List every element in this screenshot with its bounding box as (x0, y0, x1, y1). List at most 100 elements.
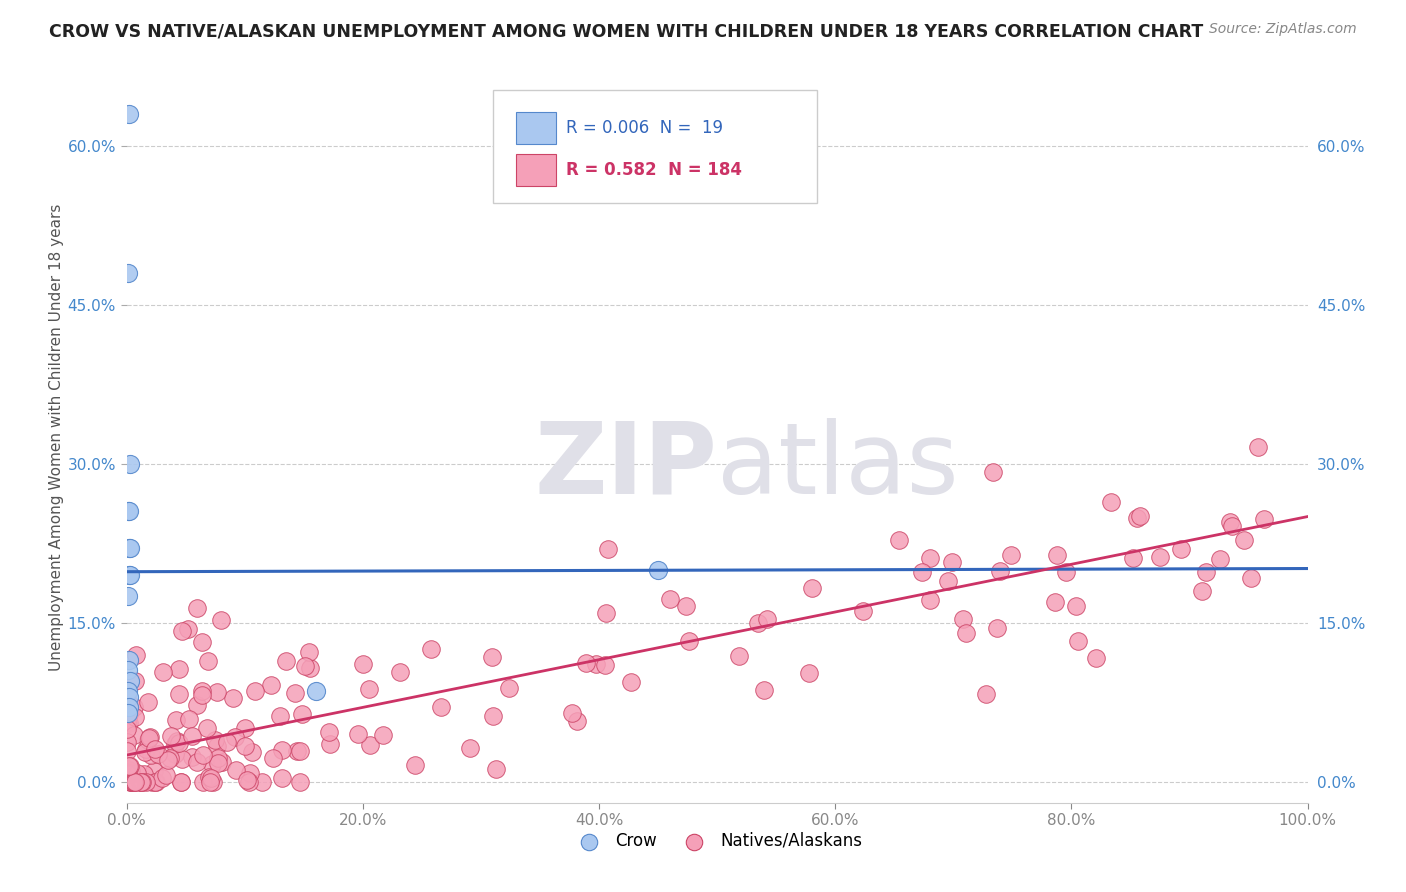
Point (145, 774, 167, 789)
Point (155, 768, 177, 782)
Point (675, 599, 697, 613)
Point (143, 764, 166, 778)
Point (181, 730, 204, 744)
Point (118, 690, 141, 704)
Point (143, 774, 166, 789)
Point (284, 686, 307, 700)
Point (952, 612, 974, 626)
Point (202, 774, 225, 789)
Point (1099, 495, 1122, 509)
Point (983, 466, 1005, 480)
Point (117, 266, 139, 280)
Point (136, 733, 159, 747)
Point (115, 762, 138, 776)
Point (240, 745, 263, 759)
Point (359, 738, 381, 752)
Point (911, 566, 934, 580)
Point (134, 745, 156, 759)
Point (146, 747, 169, 762)
Point (193, 747, 215, 762)
Point (165, 737, 187, 751)
Point (128, 774, 150, 789)
Text: R = 0.582  N = 184: R = 0.582 N = 184 (565, 161, 742, 179)
Point (118, 700, 141, 714)
Point (118, 765, 141, 780)
Point (274, 654, 297, 668)
Point (988, 564, 1011, 578)
Text: CROW VS NATIVE/ALASKAN UNEMPLOYMENT AMONG WOMEN WITH CHILDREN UNDER 18 YEARS COR: CROW VS NATIVE/ALASKAN UNEMPLOYMENT AMON… (49, 22, 1204, 40)
Point (678, 634, 700, 648)
Point (1046, 548, 1069, 562)
Point (115, 722, 138, 736)
Point (1067, 634, 1090, 648)
Point (481, 649, 503, 664)
Point (752, 683, 775, 698)
Point (404, 758, 426, 772)
Point (118, 541, 141, 556)
Point (200, 772, 222, 786)
Point (190, 635, 212, 649)
Point (181, 750, 204, 764)
Point (167, 736, 190, 750)
Point (167, 662, 190, 676)
Point (170, 774, 193, 789)
Point (122, 774, 145, 789)
Point (291, 706, 314, 721)
Point (1054, 565, 1077, 579)
Point (347, 727, 370, 741)
Point (596, 541, 619, 556)
Point (120, 541, 142, 556)
Point (388, 665, 411, 679)
Point (1232, 533, 1254, 548)
Point (259, 678, 281, 692)
FancyBboxPatch shape (516, 112, 557, 144)
Point (1220, 518, 1243, 533)
Point (595, 606, 617, 620)
Point (285, 743, 308, 757)
Point (205, 685, 228, 699)
Point (191, 774, 214, 789)
Point (593, 658, 616, 673)
Point (134, 767, 156, 781)
Point (359, 681, 381, 696)
Point (125, 648, 148, 662)
Point (157, 752, 180, 766)
Point (195, 721, 218, 735)
Text: ZIP: ZIP (534, 417, 717, 515)
Point (190, 683, 212, 698)
Point (121, 774, 143, 789)
Point (169, 687, 191, 701)
Point (976, 687, 998, 701)
Point (118, 759, 141, 773)
Point (129, 774, 152, 789)
Point (233, 739, 256, 753)
Point (122, 774, 145, 789)
Point (118, 759, 141, 773)
Point (198, 774, 221, 789)
Point (1170, 541, 1192, 556)
Point (120, 774, 142, 789)
Point (117, 767, 139, 781)
Point (122, 700, 145, 714)
Point (118, 706, 141, 721)
Point (290, 744, 312, 758)
Point (298, 645, 321, 659)
Point (117, 766, 139, 780)
Point (430, 699, 453, 714)
Point (165, 713, 187, 727)
Point (200, 757, 222, 772)
Point (371, 728, 394, 742)
Point (352, 657, 374, 671)
Point (1064, 599, 1087, 614)
Point (152, 665, 174, 680)
Point (120, 673, 142, 688)
Point (1084, 650, 1107, 665)
Point (318, 724, 340, 739)
Point (170, 774, 193, 789)
Point (1126, 511, 1149, 525)
Point (129, 774, 152, 789)
Point (136, 696, 159, 710)
Point (1247, 440, 1270, 454)
Point (166, 734, 188, 748)
Point (1122, 550, 1144, 565)
